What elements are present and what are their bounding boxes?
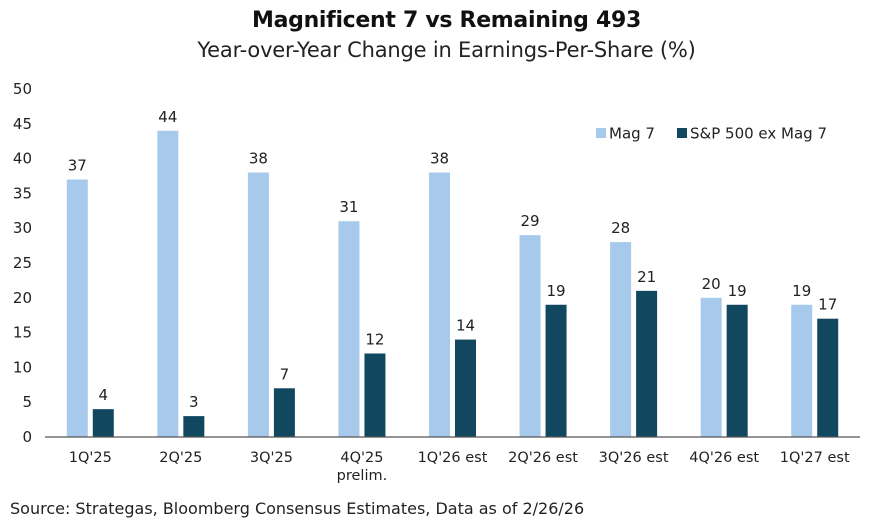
bar-sp500-ex-mag7 (455, 339, 476, 437)
x-tick-label: 1Q'25 (69, 450, 112, 466)
y-tick-label: 15 (13, 324, 32, 342)
bar-mag7 (338, 221, 360, 437)
bar-mag7 (247, 172, 269, 437)
y-tick-label: 20 (13, 289, 32, 307)
bar-mag7 (66, 179, 88, 438)
data-label: 14 (456, 317, 475, 335)
bar-mag7 (429, 172, 450, 437)
x-tick-label: 2Q'25 (159, 450, 202, 466)
bar-sp500-ex-mag7 (545, 304, 567, 437)
y-tick-label: 10 (13, 358, 32, 376)
bar-sp500-ex-mag7 (364, 353, 386, 437)
legend-label: Mag 7 (609, 125, 655, 143)
legend-swatch-mag7 (596, 128, 606, 138)
x-tick-label: 4Q'25 (340, 450, 383, 466)
legend-swatch-sp500-ex-mag7 (677, 128, 687, 138)
data-label: 4 (99, 386, 109, 404)
bar-sp500-ex-mag7 (92, 409, 114, 437)
y-tick-label: 5 (22, 393, 32, 411)
data-label: 20 (702, 275, 721, 293)
data-label: 17 (818, 296, 837, 314)
data-label: 21 (637, 268, 656, 286)
y-tick-label: 40 (13, 150, 32, 168)
bar-mag7 (610, 242, 632, 437)
bar-sp500-ex-mag7 (183, 416, 205, 437)
x-axis: 1Q'25 2Q'25 3Q'25 4Q'25 prelim. 1Q'26 est 2Q'2… (69, 450, 850, 484)
data-label: 44 (158, 108, 177, 126)
y-axis: 0 5 10 15 20 25 30 35 40 45 50 (13, 80, 32, 446)
chart-title: Magnificent 7 vs Remaining 493 (251, 8, 642, 33)
data-label: 19 (547, 282, 566, 300)
data-label: 19 (792, 282, 811, 300)
y-tick-label: 50 (13, 80, 32, 98)
x-tick-label: 4Q'26 est (689, 450, 759, 466)
data-label: 29 (521, 212, 540, 230)
data-label: 7 (280, 365, 290, 383)
bars (66, 130, 839, 438)
data-label: 38 (249, 150, 268, 168)
x-tick-label: 1Q'26 est (418, 450, 488, 466)
bar-mag7 (700, 297, 722, 437)
y-tick-label: 35 (13, 184, 32, 202)
data-label: 37 (68, 156, 87, 174)
x-tick-label: 3Q'25 (250, 450, 293, 466)
data-label: 38 (430, 150, 449, 168)
bar-sp500-ex-mag7 (273, 388, 295, 437)
bar-sp500-ex-mag7 (726, 304, 748, 437)
bar-mag7 (519, 235, 541, 437)
y-tick-label: 0 (22, 428, 32, 446)
y-tick-label: 45 (13, 115, 32, 133)
y-tick-label: 30 (13, 219, 32, 237)
bar-mag7 (157, 130, 179, 437)
chart-subtitle: Year-over-Year Change in Earnings-Per-Sh… (197, 38, 696, 62)
x-tick-label: 2Q'26 est (508, 450, 578, 466)
source-note: Source: Strategas, Bloomberg Consensus E… (10, 499, 585, 518)
x-tick-label: prelim. (337, 468, 388, 484)
data-label: 19 (728, 282, 747, 300)
data-label: 31 (339, 198, 358, 216)
legend: Mag 7 S&P 500 ex Mag 7 (596, 125, 827, 143)
data-label: 28 (611, 219, 630, 237)
legend-label: S&P 500 ex Mag 7 (690, 125, 827, 143)
x-tick-label: 3Q'26 est (599, 450, 669, 466)
y-tick-label: 25 (13, 254, 32, 272)
data-label: 12 (365, 330, 384, 348)
x-tick-label: 1Q'27 est (780, 450, 850, 466)
bar-sp500-ex-mag7 (817, 318, 839, 437)
bar-mag7 (791, 304, 813, 437)
data-label: 3 (189, 393, 199, 411)
bar-sp500-ex-mag7 (636, 290, 658, 437)
